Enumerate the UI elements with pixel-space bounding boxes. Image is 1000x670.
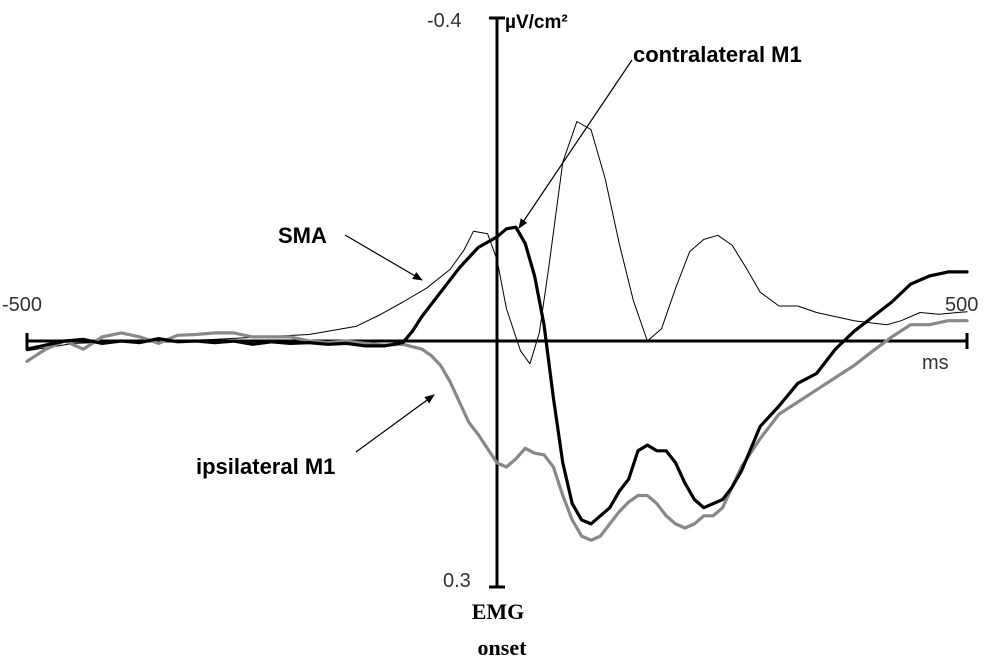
- annotation-contralateral-m1-arrow: [518, 59, 633, 229]
- series-line-sma: [26, 121, 968, 365]
- annotation-sma-arrow: [344, 234, 423, 281]
- x-unit-label: ms: [922, 352, 949, 374]
- annotation-contralateral-m1: contralateral M1: [633, 42, 802, 67]
- y-tick-top: -0.4: [427, 10, 461, 32]
- series-line-contralateral-m1: [25, 225, 969, 526]
- annotation-sma: SMA: [278, 223, 327, 248]
- annotation-ipsilateral-m1: ipsilateral M1: [196, 454, 335, 479]
- series-line-ipsilateral-m1: [25, 319, 969, 542]
- x-tick-max: 500: [945, 294, 978, 316]
- annotation-ipsilateral-m1-arrow: [355, 394, 435, 453]
- onset-label-line1: EMG: [472, 599, 525, 624]
- y-unit-label: µV/cm²: [505, 12, 568, 33]
- x-tick-min: -500: [2, 294, 42, 316]
- onset-label-line2: onset: [478, 635, 528, 660]
- y-tick-bottom: 0.3: [443, 570, 471, 592]
